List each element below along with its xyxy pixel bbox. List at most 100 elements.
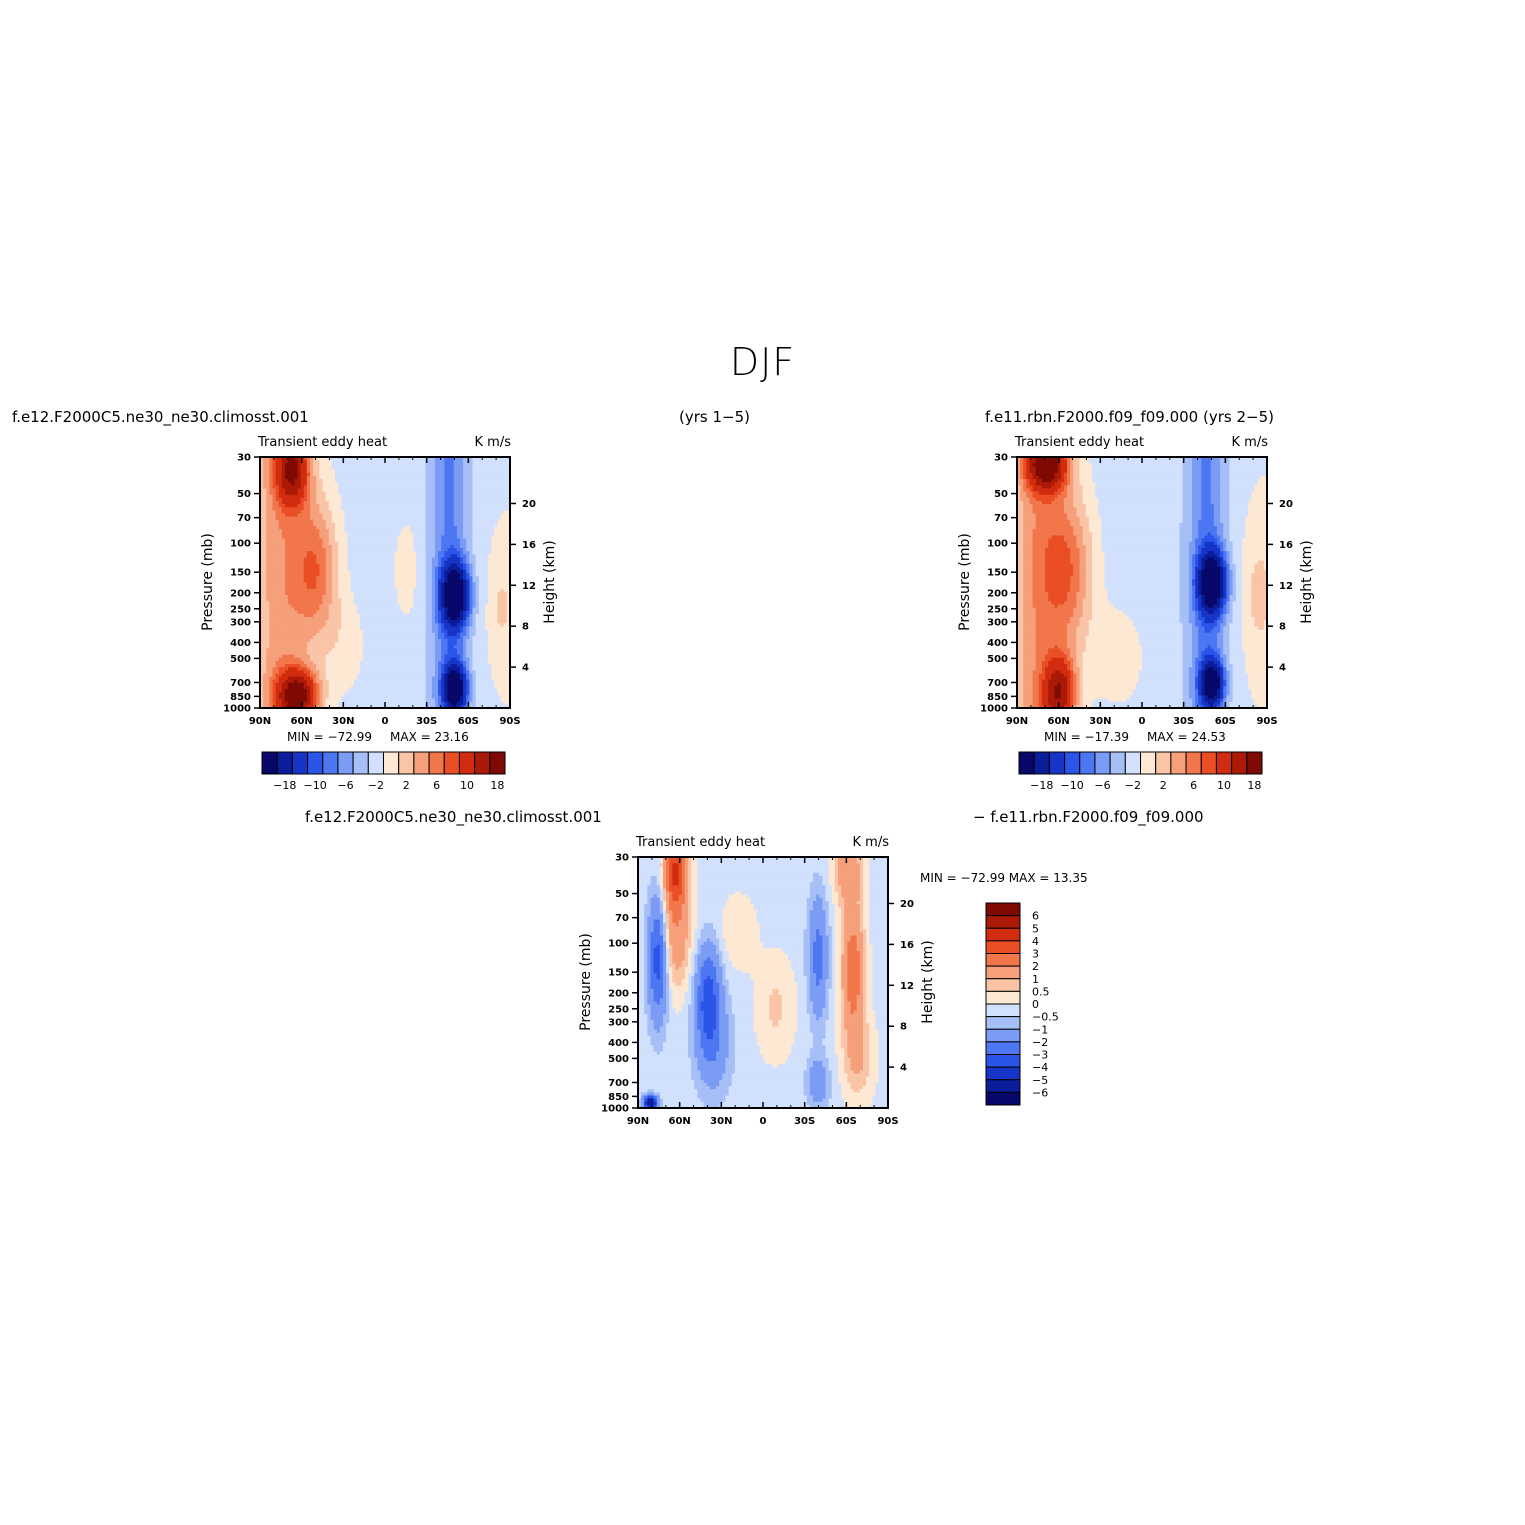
- contour-cell: [316, 667, 320, 671]
- contour-cell: [360, 532, 364, 537]
- contour-cell: [447, 532, 452, 537]
- contour-cell: [360, 463, 364, 468]
- contour-cell: [435, 491, 439, 496]
- contour-cell: [294, 582, 299, 587]
- contour-cell: [306, 463, 311, 468]
- contour-cell: [431, 635, 436, 640]
- contour-cell: [425, 626, 430, 631]
- contour-cell: [391, 516, 395, 521]
- contour-cell: [410, 513, 414, 518]
- contour-cell: [331, 557, 336, 562]
- contour-cell: [394, 500, 399, 505]
- contour-cell: [350, 613, 355, 618]
- contour-cell: [269, 626, 274, 631]
- contour-cell: [422, 689, 427, 693]
- contour-cell: [275, 701, 280, 706]
- contour-cell: [381, 635, 386, 640]
- contour-cell: [441, 579, 445, 584]
- contour-cell: [444, 513, 449, 518]
- contour-cell: [303, 532, 308, 537]
- contour-cell: [341, 682, 345, 687]
- contour-cell: [450, 560, 455, 565]
- contour-cell: [450, 554, 455, 558]
- contour-cell: [300, 654, 305, 659]
- contour-cell: [403, 457, 408, 461]
- contour-cell: [335, 488, 339, 493]
- contour-cell: [322, 704, 327, 708]
- contour-cell: [288, 532, 292, 537]
- contour-cell: [353, 648, 358, 653]
- contour-cell: [319, 541, 324, 546]
- contour-cell: [319, 544, 324, 549]
- contour-cell: [406, 704, 411, 708]
- contour-cell: [331, 513, 336, 518]
- contour-cell: [285, 569, 289, 574]
- contour-cell: [275, 475, 280, 480]
- contour-cell: [335, 664, 339, 668]
- contour-cell: [269, 494, 274, 499]
- contour-cell: [400, 701, 405, 706]
- contour-cell: [416, 657, 420, 662]
- contour-cell: [388, 601, 392, 606]
- contour-cell: [385, 651, 389, 656]
- contour-cell: [278, 466, 283, 471]
- contour-cell: [325, 598, 330, 602]
- contour-cell: [413, 504, 417, 508]
- contour-cell: [353, 598, 358, 602]
- contour-cell: [310, 535, 314, 540]
- contour-cell: [335, 598, 339, 602]
- contour-cell: [416, 595, 420, 599]
- contour-cell: [325, 491, 330, 496]
- contour-cell: [422, 604, 427, 609]
- bottom-right-case-header: − f.e11.rbn.F2000.f09_f09.000: [973, 808, 1204, 826]
- contour-cell: [303, 686, 308, 690]
- contour-cell: [419, 607, 424, 612]
- contour-cell: [447, 494, 452, 499]
- contour-cell: [275, 494, 280, 499]
- contour-cell: [272, 623, 277, 628]
- contour-cell: [328, 482, 333, 486]
- contour-cell: [297, 519, 302, 524]
- contour-cell: [425, 494, 430, 499]
- contour-cell: [328, 654, 333, 659]
- contour-cell: [431, 469, 436, 474]
- contour-cell: [344, 657, 349, 662]
- contour-cell: [381, 651, 386, 656]
- contour-cell: [347, 478, 352, 483]
- contour-cell: [438, 566, 442, 571]
- contour-cell: [372, 682, 377, 687]
- contour-cell: [297, 485, 302, 489]
- contour-cell: [428, 664, 433, 668]
- contour-cell: [356, 673, 361, 678]
- contour-cell: [369, 660, 374, 665]
- contour-cell: [435, 667, 439, 671]
- contour-cell: [435, 686, 439, 690]
- contour-cell: [344, 642, 349, 646]
- contour-cell: [366, 629, 370, 634]
- contour-cell: [450, 620, 455, 624]
- contour-cell: [310, 516, 314, 521]
- contour-cell: [369, 560, 374, 565]
- contour-cell: [266, 566, 270, 571]
- contour-cell: [428, 670, 433, 675]
- contour-cell: [447, 654, 452, 659]
- contour-cell: [325, 507, 330, 511]
- contour-cell: [403, 544, 408, 549]
- contour-cell: [428, 576, 433, 580]
- contour-cell: [300, 538, 305, 543]
- contour-cell: [394, 686, 399, 690]
- contour-cell: [400, 535, 405, 540]
- contour-cell: [435, 598, 439, 602]
- contour-cell: [425, 648, 430, 653]
- contour-cell: [353, 491, 358, 496]
- contour-cell: [269, 469, 274, 474]
- contour-cell: [422, 478, 427, 483]
- contour-cell: [269, 488, 274, 493]
- contour-cell: [325, 660, 330, 665]
- contour-cell: [272, 626, 277, 631]
- contour-cell: [413, 626, 417, 631]
- contour-cell: [360, 469, 364, 474]
- contour-cell: [419, 613, 424, 618]
- contour-cell: [422, 466, 427, 471]
- contour-cell: [288, 513, 292, 518]
